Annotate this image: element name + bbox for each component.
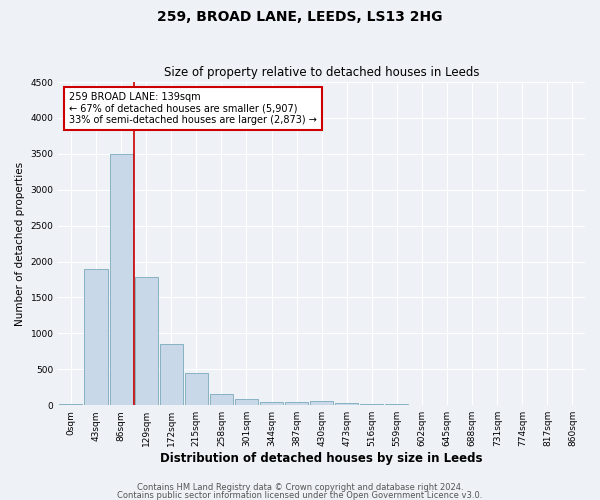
Bar bbox=[185, 373, 208, 405]
Bar bbox=[160, 344, 183, 405]
Bar bbox=[285, 402, 308, 405]
X-axis label: Distribution of detached houses by size in Leeds: Distribution of detached houses by size … bbox=[160, 452, 483, 465]
Bar bbox=[235, 398, 258, 405]
Text: Contains public sector information licensed under the Open Government Licence v3: Contains public sector information licen… bbox=[118, 490, 482, 500]
Bar bbox=[210, 394, 233, 405]
Bar bbox=[361, 404, 383, 405]
Bar bbox=[310, 402, 333, 405]
Y-axis label: Number of detached properties: Number of detached properties bbox=[15, 162, 25, 326]
Text: 259 BROAD LANE: 139sqm
← 67% of detached houses are smaller (5,907)
33% of semi-: 259 BROAD LANE: 139sqm ← 67% of detached… bbox=[69, 92, 317, 125]
Text: Contains HM Land Registry data © Crown copyright and database right 2024.: Contains HM Land Registry data © Crown c… bbox=[137, 484, 463, 492]
Bar bbox=[85, 269, 107, 405]
Text: 259, BROAD LANE, LEEDS, LS13 2HG: 259, BROAD LANE, LEEDS, LS13 2HG bbox=[157, 10, 443, 24]
Bar bbox=[134, 278, 158, 405]
Bar bbox=[260, 402, 283, 405]
Bar bbox=[59, 404, 82, 405]
Bar bbox=[335, 403, 358, 405]
Bar bbox=[385, 404, 409, 405]
Title: Size of property relative to detached houses in Leeds: Size of property relative to detached ho… bbox=[164, 66, 479, 80]
Bar bbox=[110, 154, 133, 405]
